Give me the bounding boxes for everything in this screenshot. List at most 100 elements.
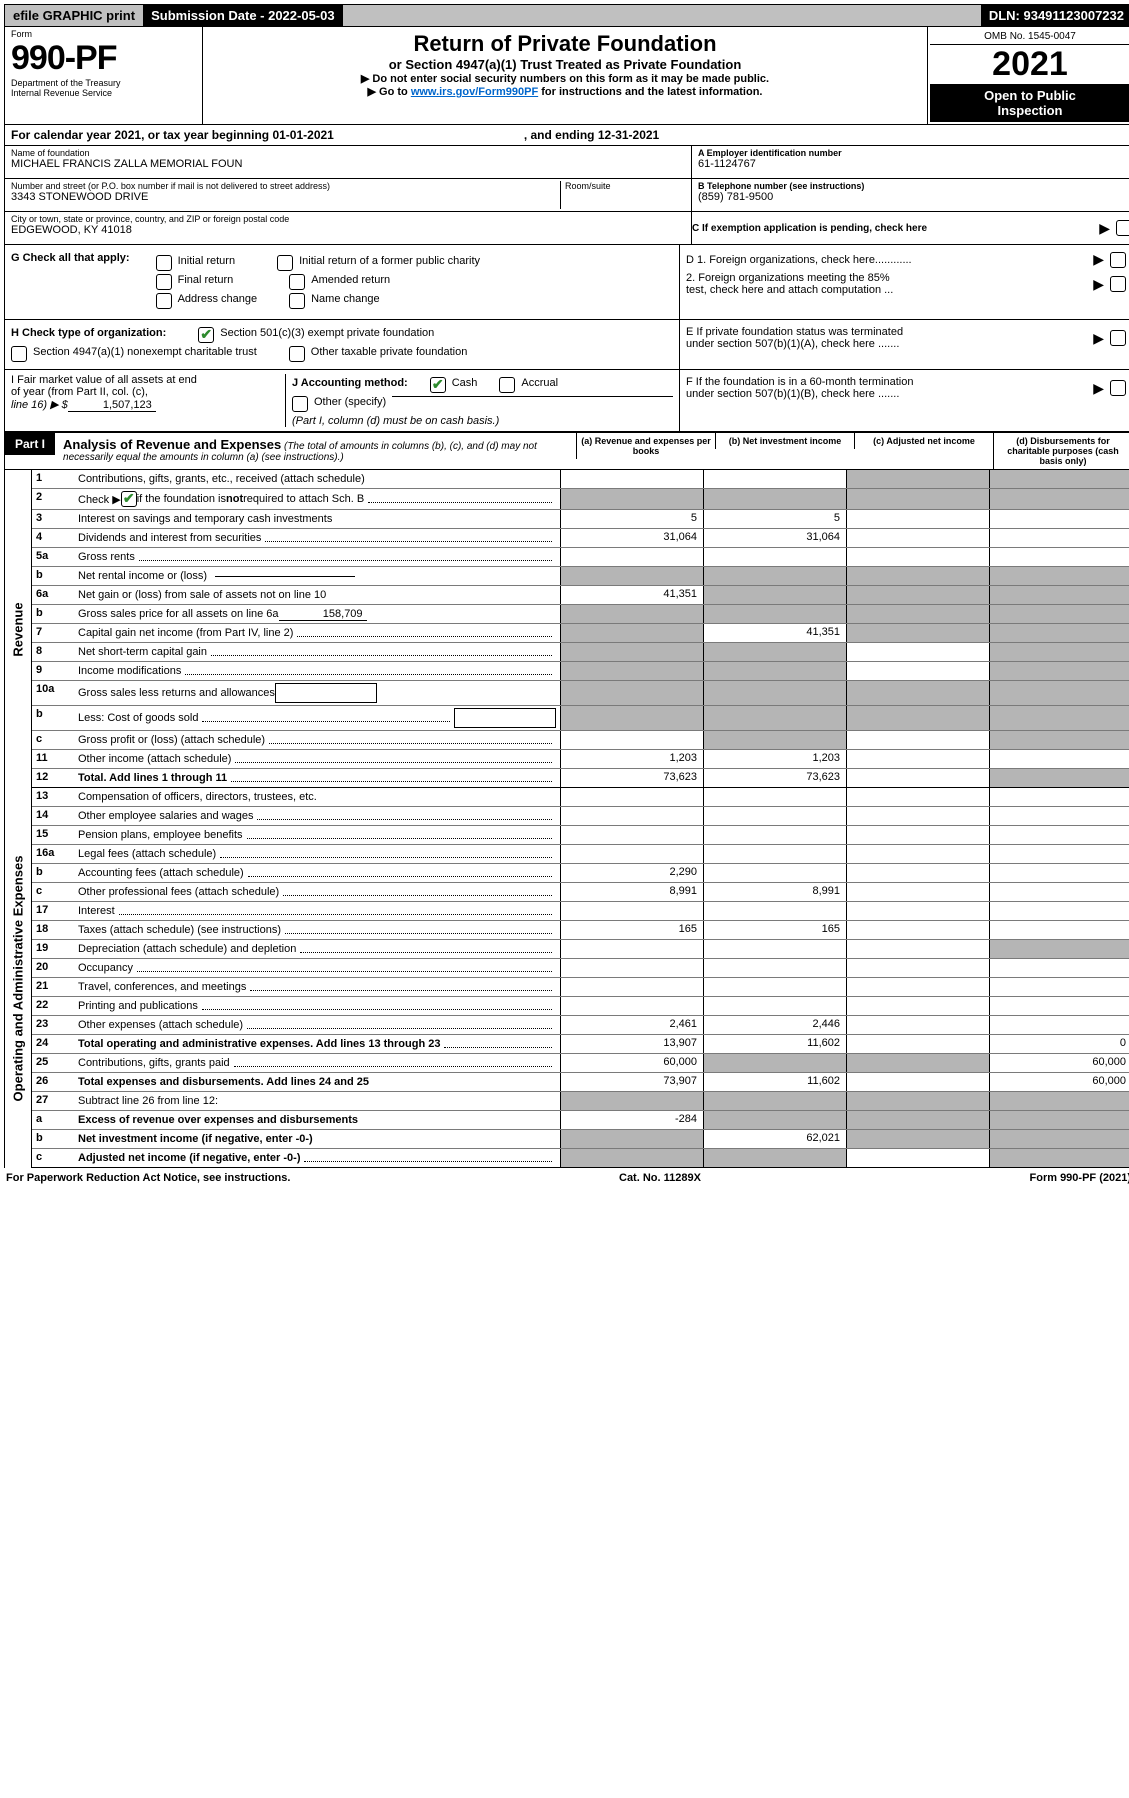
section-ij-f-row: I Fair market value of all assets at end… (4, 370, 1129, 432)
cell-col-a (560, 662, 703, 680)
checkbox-name-change[interactable] (289, 293, 305, 309)
cell-col-c (846, 864, 989, 882)
checkbox-address-change[interactable] (156, 293, 172, 309)
cell-col-d (989, 731, 1129, 749)
row-description: Travel, conferences, and meetings (74, 978, 560, 996)
cell-col-a (560, 470, 703, 488)
checkbox-other-taxable[interactable] (289, 346, 305, 362)
row-description: Compensation of officers, directors, tru… (74, 788, 560, 806)
row-description: Total expenses and disbursements. Add li… (74, 1073, 560, 1091)
cal-mid: , and ending (524, 128, 598, 142)
cell-col-a (560, 959, 703, 977)
cell-col-b: 11,602 (703, 1073, 846, 1091)
table-row: 10aGross sales less returns and allowanc… (32, 681, 1129, 706)
checkbox-cash[interactable]: ✔ (430, 377, 446, 393)
row-description: Excess of revenue over expenses and disb… (74, 1111, 560, 1129)
checkbox-sch-b[interactable]: ✔ (121, 491, 137, 507)
cell-col-c (846, 706, 989, 730)
g-label: G Check all that apply: (11, 252, 130, 264)
checkbox-f[interactable] (1110, 380, 1126, 396)
cell-col-d (989, 769, 1129, 787)
row-description: Contributions, gifts, grants paid (74, 1054, 560, 1072)
row-description: Dividends and interest from securities (74, 529, 560, 547)
cell-col-d: 60,000 (989, 1073, 1129, 1091)
arrow-icon: ▶ (1093, 276, 1104, 293)
cell-col-b (703, 807, 846, 825)
cell-col-d (989, 1149, 1129, 1167)
table-row: 17Interest (32, 902, 1129, 921)
cell-col-a: -284 (560, 1111, 703, 1129)
row-number: a (32, 1111, 74, 1129)
table-row: 7Capital gain net income (from Part IV, … (32, 624, 1129, 643)
cell-col-c (846, 731, 989, 749)
cell-col-a (560, 731, 703, 749)
cal-begin: 01-01-2021 (272, 128, 333, 142)
telephone-cell: B Telephone number (see instructions) (8… (692, 179, 1129, 212)
cell-col-c (846, 1054, 989, 1072)
h-opt-3: Other taxable private foundation (311, 346, 468, 358)
cell-col-d (989, 548, 1129, 566)
table-row: 1Contributions, gifts, grants, etc., rec… (32, 470, 1129, 489)
cell-col-b (703, 1092, 846, 1110)
cell-col-b (703, 548, 846, 566)
g-opt-2: Final return (178, 274, 234, 286)
inline-value: 158,709 (279, 608, 367, 621)
row-description: Other income (attach schedule) (74, 750, 560, 768)
cell-col-c (846, 605, 989, 623)
efile-label[interactable]: efile GRAPHIC print (5, 5, 143, 26)
cell-col-b (703, 605, 846, 623)
row-description: Printing and publications (74, 997, 560, 1015)
cell-col-c (846, 902, 989, 920)
table-row: 5aGross rents (32, 548, 1129, 567)
cell-col-a: 60,000 (560, 1054, 703, 1072)
cell-col-d (989, 605, 1129, 623)
checkbox-other-method[interactable] (292, 396, 308, 412)
city-cell: City or town, state or province, country… (5, 212, 691, 245)
section-c: C If exemption application is pending, c… (692, 212, 1129, 245)
row-description: Pension plans, employee benefits (74, 826, 560, 844)
checkbox-501c3[interactable]: ✔ (198, 327, 214, 343)
row-description: Total. Add lines 1 through 11 (74, 769, 560, 787)
i-line-2: of year (from Part II, col. (c), (11, 386, 281, 398)
dln-label: DLN: 93491123007232 (981, 5, 1129, 26)
cell-col-c (846, 1035, 989, 1053)
cell-col-c (846, 624, 989, 642)
row-number: 18 (32, 921, 74, 939)
col-header-a: (a) Revenue and expenses per books (576, 433, 715, 459)
checkbox-c[interactable] (1116, 220, 1129, 236)
checkbox-initial-return[interactable] (156, 255, 172, 271)
submission-date: Submission Date - 2022-05-03 (143, 5, 343, 26)
table-row: 22Printing and publications (32, 997, 1129, 1016)
h-opt-2: Section 4947(a)(1) nonexempt charitable … (33, 346, 257, 358)
checkbox-d2[interactable] (1110, 276, 1126, 292)
cell-col-d (989, 681, 1129, 705)
cell-col-b: 11,602 (703, 1035, 846, 1053)
d2a-label: 2. Foreign organizations meeting the 85% (686, 272, 890, 284)
fmv-value: 1,507,123 (68, 399, 156, 412)
checkbox-accrual[interactable] (499, 377, 515, 393)
row-number: 6a (32, 586, 74, 604)
checkbox-amended[interactable] (289, 274, 305, 290)
cell-col-d (989, 826, 1129, 844)
row-description: Gross sales less returns and allowances (74, 681, 560, 705)
table-row: 24Total operating and administrative exp… (32, 1035, 1129, 1054)
cell-col-d (989, 706, 1129, 730)
cell-col-d (989, 750, 1129, 768)
table-row: bNet investment income (if negative, ent… (32, 1130, 1129, 1149)
irs-link[interactable]: www.irs.gov/Form990PF (411, 86, 538, 98)
checkbox-e[interactable] (1110, 330, 1126, 346)
page-footer: For Paperwork Reduction Act Notice, see … (4, 1168, 1129, 1184)
h-opt-1: Section 501(c)(3) exempt private foundat… (220, 327, 434, 339)
checkbox-final-return[interactable] (156, 274, 172, 290)
row-number: 12 (32, 769, 74, 787)
cell-col-a (560, 902, 703, 920)
cell-col-b (703, 586, 846, 604)
row-number: 20 (32, 959, 74, 977)
checkbox-d1[interactable] (1110, 252, 1126, 268)
cell-col-c (846, 1149, 989, 1167)
checkbox-initial-former[interactable] (277, 255, 293, 271)
cell-col-b (703, 731, 846, 749)
checkbox-4947[interactable] (11, 346, 27, 362)
g-opt-0: Initial return (178, 255, 235, 267)
inline-subbox (454, 708, 556, 728)
